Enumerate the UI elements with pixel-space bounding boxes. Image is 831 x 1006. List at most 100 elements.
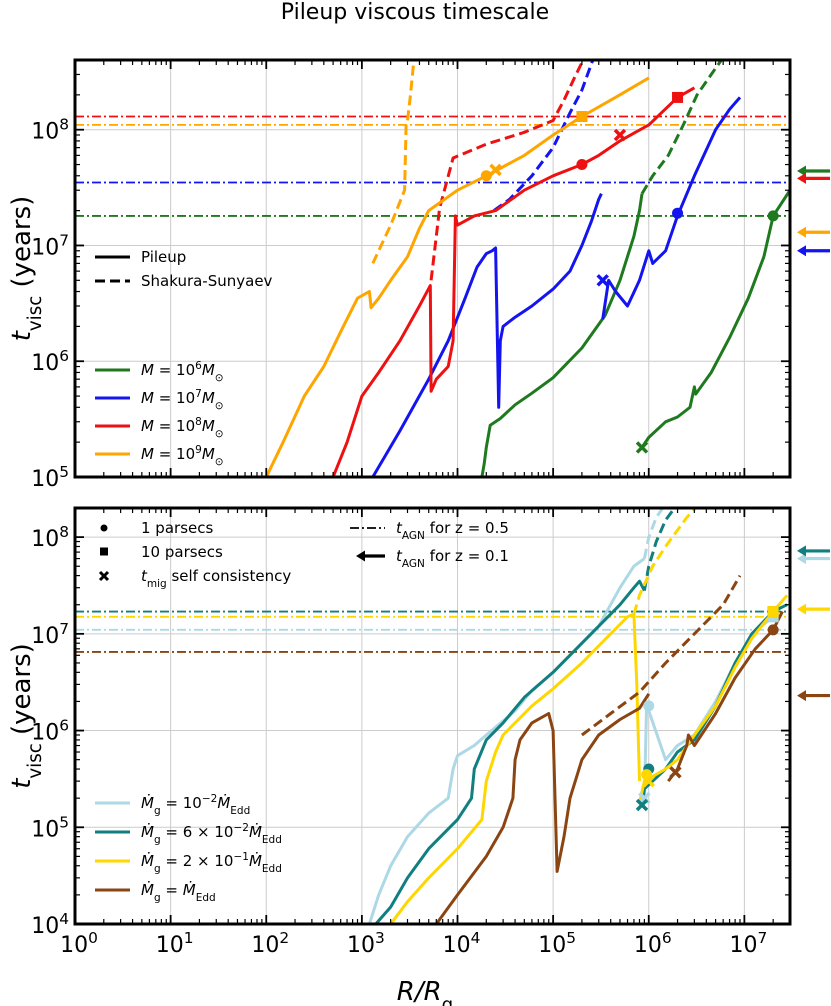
legend-tmig-label-part: self consistency [167, 567, 292, 585]
x-tick-label-part: 10 [156, 933, 184, 958]
x-tick-label: 104 [443, 929, 481, 958]
y-tick-label-part: 10 [31, 624, 59, 649]
legend-rate-label-part: −2 [233, 822, 248, 834]
series-pileup-line [331, 86, 696, 477]
legend-rate-label: Ṁg = 10−2ṀEdd [141, 793, 250, 817]
series-ss-line [640, 60, 724, 195]
y-tick-label: 106 [31, 717, 69, 746]
y-axis-label-part: (years) [7, 643, 37, 743]
legend-mass-label-part: M [141, 361, 154, 379]
y-tick-label-part: 6 [59, 347, 69, 365]
marker-10pc [576, 111, 588, 123]
legend-1pc-label: 1 parsecs [141, 519, 213, 537]
series-pileup-line [374, 579, 646, 924]
series-pileup-outer-line [638, 594, 789, 803]
legend-rate-label: Ṁg = ṀEdd [141, 880, 216, 904]
x-axis-label: R/Rg [397, 977, 453, 1006]
legend-rate-label-part: Ṁ [183, 880, 196, 899]
y-axis-label-part: t [7, 778, 37, 789]
plot-frame [73, 58, 792, 479]
tagn-z01-arrow [797, 545, 830, 557]
legend-rate-label-part: g [154, 892, 161, 904]
x-tick-label-part: 1 [184, 929, 194, 947]
x-tick-label-part: 6 [662, 929, 672, 947]
y-tick-label: 104 [31, 910, 69, 939]
legend-rate-label-part: Ṁ [249, 822, 262, 841]
x-tick-label: 105 [538, 929, 576, 958]
x-tick-label-part: 10 [347, 933, 375, 958]
legend-rate-label-part: Edd [262, 863, 282, 875]
x-tick-label: 102 [251, 929, 289, 958]
legend-1pc-label-part: 1 parsecs [141, 519, 213, 537]
legend-z05-label-part: for z = 0.5 [425, 519, 509, 537]
legend-rate-label-part: = 10 [161, 794, 202, 812]
marker-tmig [596, 274, 609, 287]
x-tick-label-part: 3 [375, 929, 385, 947]
x-tick-label: 103 [347, 929, 385, 958]
legend-mass-label-part: = 10 [154, 417, 195, 435]
legend-x-marker [98, 570, 110, 582]
legend-ss-label-part: Shakura-Sunyaev [141, 272, 273, 290]
plot-frame [73, 506, 792, 926]
x-tick-label: 107 [729, 929, 767, 958]
legend-rate-label-part: Edd [196, 892, 216, 904]
y-tick-label: 106 [31, 347, 69, 376]
grid-lines [75, 60, 790, 477]
series-pileup-outer-line [667, 610, 784, 783]
tagn-z01-arrow [797, 172, 830, 184]
legend-z01-label-part: for z = 0.1 [425, 547, 509, 565]
marker-1pc [576, 159, 588, 171]
x-tick-label: 100 [60, 929, 98, 958]
legend-arrow-swatch [356, 550, 385, 562]
y-tick-label: 107 [31, 620, 69, 649]
legend-mass-label-part: 8 [195, 416, 202, 428]
y-axis-label: tvisc (years) [7, 196, 46, 342]
y-tick-label: 107 [31, 231, 69, 260]
y-tick-label-part: 5 [59, 463, 69, 481]
y-axis-label-part: visc [25, 296, 46, 331]
tagn-z01-arrow [797, 603, 830, 615]
legend-mass-label: M = 109M⊙ [141, 444, 224, 468]
legend-mass-label-part: 7 [195, 388, 202, 400]
marker-tmig [669, 766, 682, 779]
plot-area [75, 60, 790, 477]
x-tick-label-part: 0 [88, 929, 98, 947]
legend-mass-label-part: M [141, 417, 154, 435]
series-pileup-outer-line [601, 96, 742, 320]
series-pileup-line [367, 557, 646, 924]
tagn-z01-arrow [797, 690, 830, 702]
x-tick-label-part: 10 [634, 933, 662, 958]
y-axis-label-part: (years) [7, 196, 37, 296]
x-tick-label-part: 7 [757, 929, 767, 947]
y-tick-label-part: 5 [59, 813, 69, 831]
marker-tmig [635, 798, 649, 812]
legend-rate-label-part: = [161, 881, 183, 899]
series-ss-line [642, 508, 677, 591]
y-tick-label: 108 [31, 116, 69, 145]
y-tick-label-part: 8 [59, 523, 69, 541]
axis-ticks [74, 507, 791, 925]
series-pileup-line [389, 612, 641, 924]
legend-rate-label: Ṁg = 6 × 10−2ṀEdd [141, 822, 282, 846]
legend-rate-label-part: Edd [230, 805, 250, 817]
y-tick-label-part: 10 [31, 527, 59, 552]
tagn-z01-arrow [797, 226, 830, 238]
legend-mass-label-part: 9 [195, 444, 202, 456]
tagn-z01-arrow [797, 553, 830, 565]
legend-mass-label-part: M [141, 389, 154, 407]
legend-rate-label-part: Edd [262, 834, 282, 846]
marker-1pc [672, 207, 684, 219]
legend-rate-label-part: g [154, 834, 161, 846]
series-ss-line [493, 60, 595, 212]
axis-ticks [74, 59, 791, 478]
legend-mass-label-part: M [202, 389, 215, 407]
legend-z01-label-part: t [396, 547, 403, 565]
grid-lines [75, 508, 790, 924]
legend-rate-label-part: = 2 × 10 [161, 852, 234, 870]
y-tick-label-part: 8 [59, 116, 69, 134]
y-tick-label: 105 [31, 813, 69, 842]
legend-mass-label-part: M [202, 361, 215, 379]
